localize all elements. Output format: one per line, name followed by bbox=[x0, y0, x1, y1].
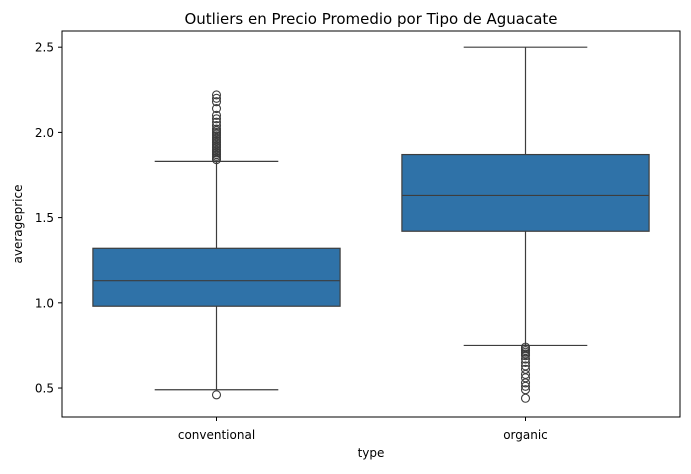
y-tick-label: 2.5 bbox=[35, 41, 54, 55]
iqr-box bbox=[401, 153, 650, 232]
outlier-point bbox=[520, 364, 531, 374]
x-axis-label: type bbox=[358, 446, 385, 460]
outlier-point bbox=[520, 342, 531, 352]
x-tick-label: conventional bbox=[178, 428, 255, 442]
outlier-point bbox=[520, 385, 531, 395]
outlier-point bbox=[211, 121, 222, 131]
y-tick-label: 0.5 bbox=[35, 382, 54, 396]
outlier-point bbox=[211, 390, 222, 400]
y-axis: 0.5 1.0 1.5 2.0 2.5 bbox=[35, 41, 62, 396]
outlier-point bbox=[211, 93, 222, 103]
x-axis: conventional organic bbox=[178, 417, 548, 442]
outlier-point bbox=[211, 103, 222, 114]
outlier-point bbox=[211, 114, 222, 124]
chart-title: Outliers en Precio Promedio por Tipo de … bbox=[184, 10, 557, 28]
box-group-organic bbox=[401, 46, 650, 403]
outlier-point bbox=[520, 361, 531, 371]
x-tick-label: organic bbox=[503, 428, 548, 442]
y-tick-label: 1.5 bbox=[35, 211, 54, 225]
y-tick-label: 2.0 bbox=[35, 126, 54, 140]
outlier-point bbox=[520, 393, 531, 403]
outlier-point bbox=[211, 124, 222, 134]
iqr-box bbox=[92, 247, 341, 307]
y-tick-label: 1.0 bbox=[35, 296, 54, 310]
box-group-conventional bbox=[92, 90, 341, 400]
plot-frame bbox=[61, 30, 681, 418]
outlier-point bbox=[211, 117, 222, 127]
y-axis-label: averageprice bbox=[11, 185, 25, 264]
outlier-point bbox=[211, 90, 222, 100]
outlier-point bbox=[211, 110, 222, 120]
outlier-point bbox=[211, 97, 222, 107]
plot-area bbox=[92, 46, 650, 403]
